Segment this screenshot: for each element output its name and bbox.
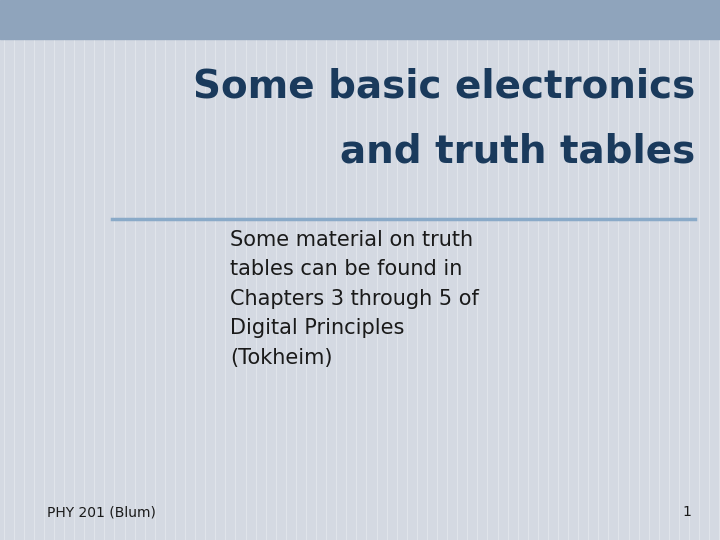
Bar	[0, 0, 720, 39]
Text: 1: 1	[683, 505, 691, 519]
Text: Some material on truth
tables can be found in
Chapters 3 through 5 of
Digital Pr: Some material on truth tables can be fou…	[230, 230, 480, 368]
Text: Some basic electronics: Some basic electronics	[192, 68, 695, 105]
Text: PHY 201 (Blum): PHY 201 (Blum)	[47, 505, 156, 519]
Text: and truth tables: and truth tables	[340, 132, 695, 170]
